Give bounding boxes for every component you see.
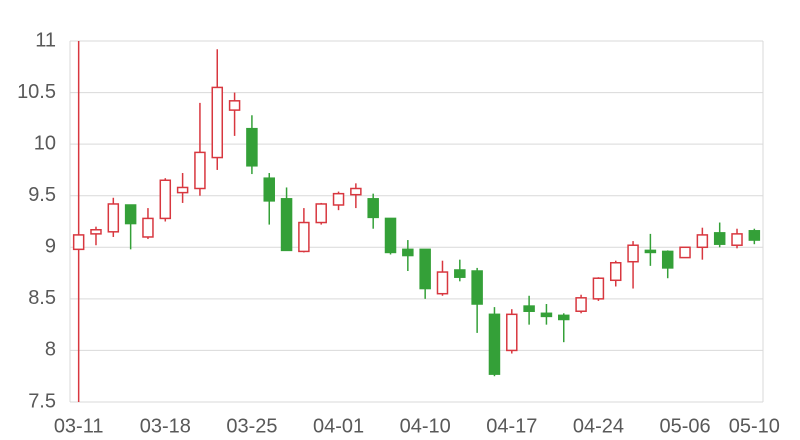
x-tick-label: 05-06 — [659, 415, 710, 437]
candle-body — [661, 250, 674, 269]
candle-body — [107, 203, 120, 233]
candle-body — [748, 230, 761, 241]
x-tick-label: 03-18 — [140, 415, 191, 437]
candle-body — [506, 313, 518, 352]
candle-body — [575, 297, 587, 312]
y-tick-label: 7.5 — [28, 390, 56, 412]
candle-body — [332, 192, 345, 206]
candle-body — [731, 233, 743, 246]
candle-body — [280, 198, 293, 252]
x-tick-label: 03-11 — [54, 415, 104, 437]
candle-body — [592, 277, 605, 300]
candle-body — [540, 312, 553, 318]
x-tick-label: 04-10 — [400, 415, 451, 437]
y-tick-label: 10.5 — [17, 81, 56, 103]
candle-body — [402, 248, 414, 257]
candle-body — [644, 249, 657, 254]
candle-body — [211, 86, 224, 159]
y-tick-label: 10 — [34, 132, 56, 154]
candle-body — [263, 177, 275, 202]
x-tick-label: 05-10 — [729, 415, 780, 437]
y-tick-label: 9.5 — [28, 184, 56, 206]
y-tick-label: 9 — [45, 236, 56, 258]
candle-body — [471, 270, 483, 305]
candle-body — [488, 313, 501, 375]
candle-body — [523, 305, 535, 312]
candle-body — [627, 244, 639, 263]
candle-body — [696, 234, 709, 249]
x-tick-label: 03-25 — [226, 415, 277, 437]
y-tick-label: 11 — [35, 29, 56, 51]
y-tick-label: 8.5 — [28, 287, 56, 309]
candle-body — [350, 187, 362, 196]
candle-body — [315, 203, 327, 224]
x-tick-label: 04-17 — [486, 415, 537, 437]
candle-body — [124, 204, 137, 225]
candle-body — [713, 232, 726, 245]
candle-body — [454, 269, 466, 278]
candle-body — [298, 221, 310, 253]
y-tick-label: 8 — [45, 339, 56, 361]
candle-body — [194, 151, 206, 190]
candle-body — [246, 127, 258, 167]
candle-body — [90, 229, 102, 235]
candle-body — [384, 217, 397, 254]
candle-body — [436, 271, 449, 295]
x-tick-label: 04-01 — [313, 415, 364, 437]
candle-body — [142, 217, 154, 238]
candle-body — [679, 246, 691, 259]
candle-body — [72, 234, 85, 251]
candle-body — [228, 100, 241, 111]
candle-body — [609, 262, 622, 282]
candle-body — [367, 198, 379, 219]
x-tick-label: 04-24 — [573, 415, 624, 437]
candle-body — [558, 314, 570, 321]
candle-body — [419, 248, 431, 290]
candle-body — [159, 179, 172, 220]
candle-body — [176, 186, 189, 194]
